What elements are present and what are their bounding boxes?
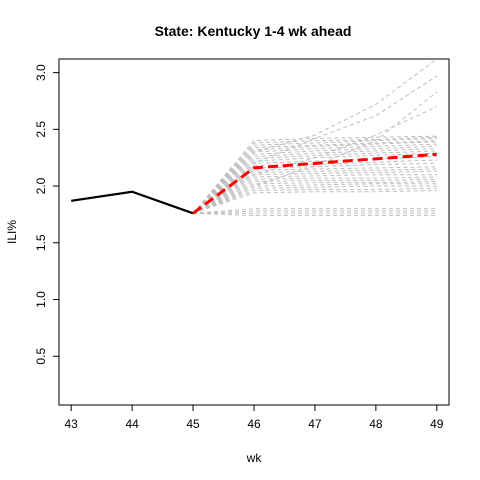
simulation-path-23 (192, 190, 437, 214)
plot-frame (58, 58, 450, 406)
simulation-path-30 (192, 91, 438, 214)
simulation-path-1 (192, 136, 437, 214)
simulation-path-8 (192, 150, 437, 214)
x-axis-label: wk (246, 451, 263, 465)
simulation-path-14 (192, 168, 437, 214)
y-tick-label: 0.5 (34, 348, 48, 365)
simulation-path-4 (192, 141, 437, 214)
simulation-path-3 (192, 140, 437, 214)
y-tick-label: 1.5 (34, 234, 48, 251)
simulation-path-17 (192, 176, 437, 214)
x-tick-label: 46 (247, 417, 261, 431)
simulation-path-0 (192, 135, 437, 214)
x-tick-label: 47 (308, 417, 322, 431)
simulation-path-15 (192, 170, 437, 214)
simulation-path-18 (192, 178, 437, 214)
simulation-paths (192, 58, 438, 217)
x-tick-label: 48 (369, 417, 383, 431)
x-axis: 43 44 45 46 47 48 49 (65, 405, 444, 431)
simulation-path-7 (192, 148, 437, 214)
simulation-path-27 (193, 212, 437, 217)
simulation-path-2 (192, 137, 437, 214)
y-axis-label: ILI% (5, 220, 19, 244)
y-tick-label: 3.0 (34, 64, 48, 81)
chart-title: State: Kentucky 1-4 wk ahead (155, 23, 352, 39)
simulation-path-22 (192, 187, 437, 214)
simulation-path-31 (192, 106, 438, 214)
simulation-path-24 (193, 208, 437, 214)
x-tick-label: 45 (186, 417, 200, 431)
x-tick-label: 49 (430, 417, 444, 431)
x-tick-label: 43 (65, 417, 79, 431)
simulation-path-21 (192, 185, 437, 214)
x-tick-label: 44 (125, 417, 139, 431)
simulation-path-6 (192, 145, 437, 214)
y-tick-label: 2.0 (34, 177, 48, 194)
observed-line (71, 190, 194, 215)
y-axis: 0.5 1.0 1.5 2.0 2.5 3.0 (34, 64, 59, 365)
y-tick-label: 2.5 (34, 121, 48, 138)
simulation-path-16 (192, 174, 437, 214)
series-lines (71, 152, 437, 215)
simulation-path-28 (192, 58, 438, 214)
simulation-path-29 (192, 75, 438, 214)
forecast-mean-line (192, 152, 437, 215)
simulation-path-19 (192, 181, 437, 214)
simulation-path-25 (193, 210, 437, 214)
y-tick-label: 1.0 (34, 291, 48, 308)
